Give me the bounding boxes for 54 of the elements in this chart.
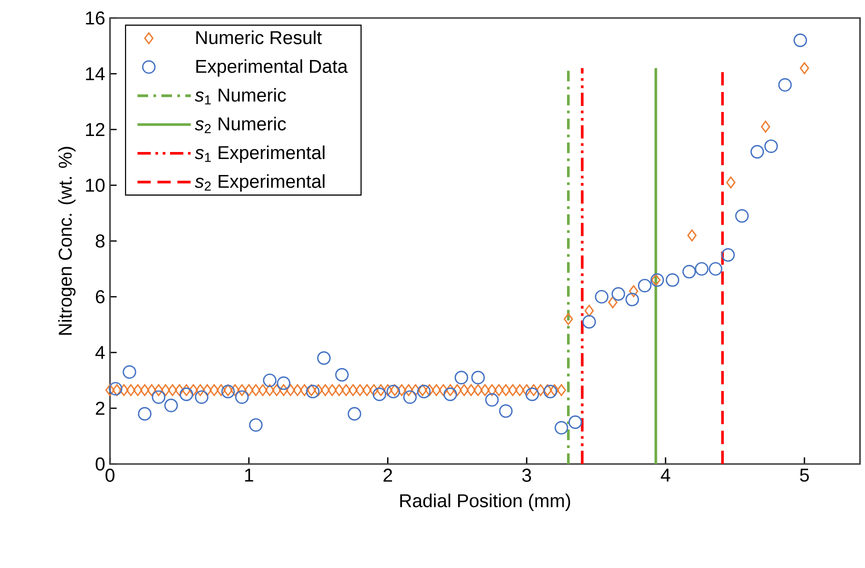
y-tick-label: 8 — [96, 234, 105, 248]
point — [249, 418, 263, 432]
point — [262, 374, 276, 388]
point — [625, 292, 639, 306]
legend-label: Experimental Data — [196, 59, 348, 77]
x-tick-label: 1 — [245, 468, 254, 482]
legend-label: s$_{2}$ Experimental — [194, 174, 324, 192]
point — [594, 290, 608, 304]
point — [138, 407, 152, 421]
point — [682, 264, 696, 278]
point — [499, 404, 513, 418]
point — [750, 145, 764, 159]
y-tick-label: 14 — [86, 67, 105, 80]
point — [108, 382, 122, 396]
point — [122, 365, 136, 379]
legend-label: s$_{2}$ Numeric — [194, 116, 286, 134]
point — [638, 278, 652, 292]
point — [666, 273, 680, 287]
legend-label: s$_{1}$ Experimental — [194, 146, 324, 163]
point — [708, 262, 722, 276]
point — [485, 393, 499, 407]
y-tick-label: 4 — [95, 346, 105, 359]
y-tick-label: 2 — [96, 402, 104, 415]
point — [335, 368, 349, 382]
point — [164, 398, 178, 412]
y-tick-label: 10 — [86, 178, 105, 192]
point — [582, 315, 596, 329]
point — [471, 370, 485, 384]
x-tick-label: 0 — [106, 468, 114, 482]
y-tick-label: 16 — [86, 11, 104, 25]
point — [794, 34, 808, 48]
point — [735, 209, 749, 223]
point — [694, 262, 708, 276]
legend-label: Numeric Result — [196, 30, 322, 44]
x-tick-label: 4 — [660, 468, 670, 482]
point — [721, 248, 735, 262]
point — [554, 420, 568, 435]
legend-label: s$_{1}$ Numeric — [194, 88, 286, 104]
point — [764, 139, 778, 153]
x-axis-title: Radial Position (mm) — [400, 494, 570, 511]
point — [568, 415, 582, 429]
y-tick-label: 6 — [96, 290, 104, 304]
x-tick-label: 2 — [384, 468, 392, 482]
y-axis-title: Nitrogen Conc. (wt. %) — [58, 146, 76, 335]
point — [454, 370, 468, 384]
point — [348, 407, 362, 421]
point — [778, 78, 792, 92]
x-tick-label: 3 — [522, 468, 532, 482]
point — [650, 273, 664, 287]
x-tick-label: 5 — [800, 468, 809, 482]
y-tick-label: 0 — [96, 457, 105, 471]
point — [612, 287, 626, 301]
y-tick-label: 12 — [86, 122, 104, 136]
point — [317, 351, 331, 365]
